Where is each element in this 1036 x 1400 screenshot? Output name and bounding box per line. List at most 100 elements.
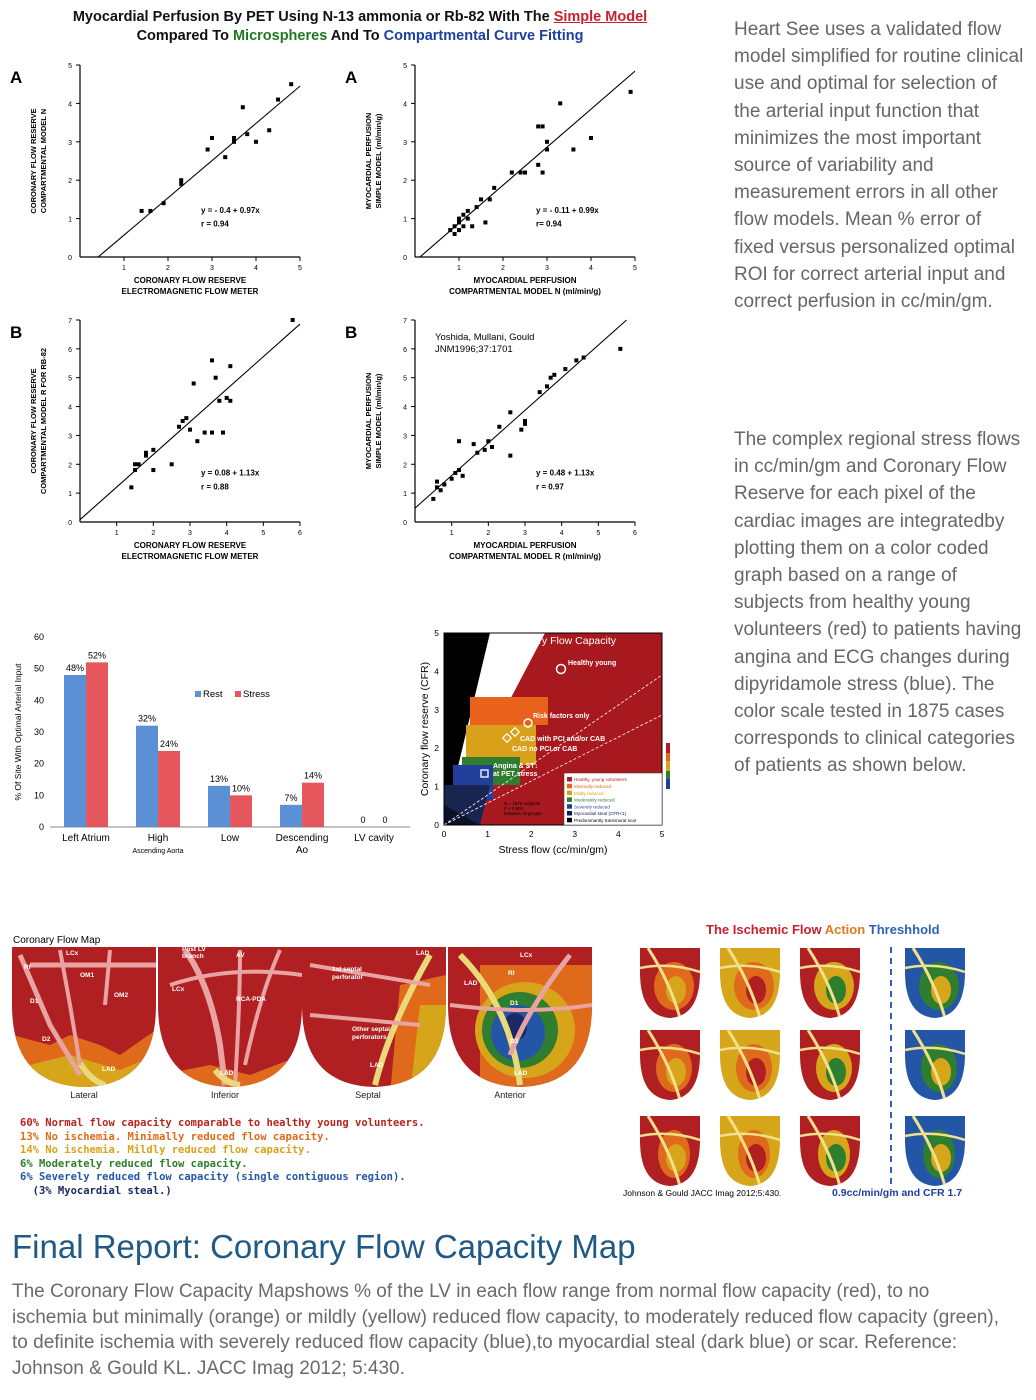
data-point xyxy=(457,439,461,444)
category-sublabel: Ascending Aorta xyxy=(133,848,184,855)
data-point xyxy=(457,228,461,233)
x-tick-label: 2 xyxy=(151,530,155,537)
y-tick-label: 1 xyxy=(68,491,72,498)
bar-value-label: 52% xyxy=(88,650,106,660)
category-sublabel: Ao xyxy=(296,845,309,856)
data-point xyxy=(545,139,549,144)
panel-label: B xyxy=(345,323,357,342)
y-tick-label: 3 xyxy=(403,140,407,147)
legend-swatch xyxy=(235,691,241,697)
bar-value-label: 13% xyxy=(210,774,228,784)
data-point xyxy=(545,147,549,152)
svg-text:D2: D2 xyxy=(510,1038,519,1045)
y-tick-label: 40 xyxy=(34,695,44,705)
arterial-input-bar-chart: 0 10 20 30 40 50 60 48% 52% Left Atrium 32% 24% High… xyxy=(10,625,420,865)
category-label: High xyxy=(148,833,169,844)
cfc-region-minimal xyxy=(470,697,548,725)
view-label-inferior: Inferior xyxy=(211,1090,239,1100)
y-tick-label: 5 xyxy=(68,63,72,70)
data-point xyxy=(148,208,153,213)
data-point xyxy=(232,139,236,144)
data-point xyxy=(475,450,480,455)
marker-cad-pci xyxy=(509,726,521,738)
svg-text:perforator: perforator xyxy=(332,974,364,981)
cfc-title: Coronary Flow Capacity xyxy=(504,635,617,647)
data-point xyxy=(537,390,542,395)
svg-text:LAD: LAD xyxy=(220,1070,234,1077)
x-tick-label: 5 xyxy=(596,530,600,537)
cfc-ylabel: Coronary flow reserve (CFR) xyxy=(420,662,431,796)
bar-value-label: 7% xyxy=(284,793,297,803)
y-tick-label: 4 xyxy=(434,666,439,676)
data-point xyxy=(205,147,210,152)
data-point xyxy=(133,468,137,473)
x-axis-label: CORONARY FLOW RESERVE xyxy=(134,541,247,550)
threshold-map xyxy=(720,948,780,1018)
y-tick-label: 10 xyxy=(34,790,44,800)
x-tick-label: 2 xyxy=(166,265,170,272)
cfc-description-paragraph: The complex regional stress flows in cc/… xyxy=(734,429,1022,777)
threshold-map xyxy=(640,1116,700,1186)
data-point xyxy=(523,421,527,426)
data-point xyxy=(144,453,148,458)
bar-rest xyxy=(64,675,86,827)
legend-label: Rest xyxy=(203,689,223,700)
data-point xyxy=(169,462,174,467)
data-point xyxy=(471,442,476,447)
legend-entry: Myocardial steal (CFR<1) xyxy=(574,811,627,816)
legend-entry: Healthy, young volunteers xyxy=(574,777,627,782)
x-tick-label: 0 xyxy=(442,829,447,839)
scatter-panel-a-left: A 1 2 3 4 5 1 2 3 4 5 0 y = - 0.4 + 0.97x r = 0.94 COR… xyxy=(0,55,330,305)
y-axis-label: CORONARY FLOW RESERVE COMPARTMENTAL MODEL… xyxy=(29,348,48,494)
data-point xyxy=(195,439,200,444)
data-point xyxy=(452,224,457,229)
y-tick-label: 1 xyxy=(434,782,439,792)
correlation-label: r = 0.94 xyxy=(201,219,229,228)
y-tick-label: 3 xyxy=(434,705,439,715)
svg-text:CORONARY FLOW RESERVE: CORONARY FLOW RESERVE xyxy=(29,108,38,213)
svg-text:AV: AV xyxy=(236,952,245,959)
correlation-label: r= 0.94 xyxy=(536,219,562,228)
svg-text:P < 0.001: P < 0.001 xyxy=(504,806,524,811)
coronary-flow-map: Coronary Flow Map xyxy=(10,935,610,1205)
data-point xyxy=(290,318,295,322)
y-tick-label: 3 xyxy=(68,140,72,147)
y-tick-label: 0 xyxy=(403,255,407,262)
svg-text:N = 1875 subjects: N = 1875 subjects xyxy=(504,801,541,806)
threshold-map xyxy=(800,948,860,1018)
y-axis-label: MYOCARDIAL PERFUSION SIMPLE MODEL (ml/min… xyxy=(364,373,383,470)
category-label: Low xyxy=(221,833,240,844)
svg-text:MYOCARDIAL PERFUSION: MYOCARDIAL PERFUSION xyxy=(364,113,373,210)
data-point xyxy=(191,381,196,386)
y-tick-label: 0 xyxy=(39,822,44,832)
data-point xyxy=(558,101,563,106)
category-label: Left Atrium xyxy=(62,833,110,844)
data-point xyxy=(442,482,447,487)
bar-rest xyxy=(208,785,230,827)
threshold-map xyxy=(720,1116,780,1186)
y-tick-label: 2 xyxy=(68,462,72,469)
simple-model-link: Simple Model xyxy=(553,9,648,25)
regression-equation: y = - 0.4 + 0.97x xyxy=(201,206,260,215)
data-point xyxy=(133,462,137,467)
y-tick-label: 4 xyxy=(403,405,407,412)
svg-text:MYOCARDIAL PERFUSION: MYOCARDIAL PERFUSION xyxy=(364,373,373,470)
data-point xyxy=(628,89,633,94)
y-tick-label: 1 xyxy=(403,491,407,498)
data-point xyxy=(210,135,214,140)
data-point xyxy=(483,220,488,225)
data-point xyxy=(179,178,184,183)
x-axis-label: ELECTROMAGNETIC FLOW METER xyxy=(122,287,259,296)
y-axis-label: MYOCARDIAL PERFUSION SIMPLE MODEL (ml/min… xyxy=(364,113,383,210)
data-point xyxy=(151,468,156,473)
correlation-label: r = 0.88 xyxy=(201,483,229,492)
data-point xyxy=(449,476,454,481)
svg-text:RCA-PDA: RCA-PDA xyxy=(236,996,266,1003)
x-tick-label: 1 xyxy=(122,265,126,272)
x-tick-label: 3 xyxy=(572,829,577,839)
data-point xyxy=(184,416,189,421)
data-point xyxy=(460,473,465,478)
ischemic-threshold-figure: The Ischemic Flow Action Threshhold John… xyxy=(620,920,1030,1205)
svg-text:LAD: LAD xyxy=(464,980,478,987)
data-point xyxy=(571,147,576,152)
